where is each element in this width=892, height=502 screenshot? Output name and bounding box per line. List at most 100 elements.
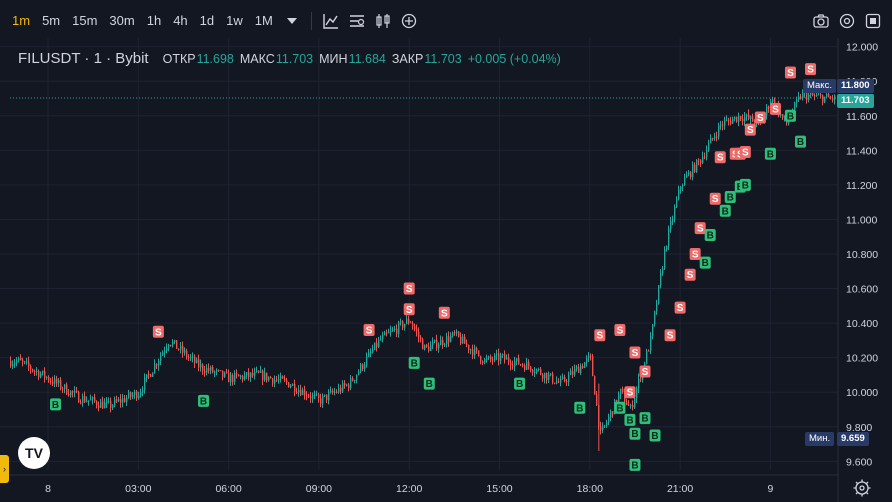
candle-body — [366, 356, 368, 366]
candle-body — [14, 362, 16, 365]
candle-body — [608, 416, 610, 423]
candle-body — [472, 349, 474, 356]
candle-body — [172, 341, 174, 346]
candle-body — [430, 345, 432, 352]
candle-body — [726, 119, 728, 121]
signal-label: B — [767, 149, 774, 160]
time-tick-label: 12:00 — [396, 483, 422, 495]
buy-signal-marker: B — [795, 135, 806, 148]
timeframe-15m[interactable]: 15m — [72, 13, 98, 28]
timeframe-1h[interactable]: 1h — [146, 13, 162, 28]
indicators-icon[interactable] — [318, 7, 344, 35]
signal-label: B — [200, 396, 207, 407]
candle-body — [58, 380, 60, 384]
candle-body — [84, 396, 86, 402]
candle-body — [196, 359, 198, 364]
timeframe-1d[interactable]: 1d — [199, 13, 215, 28]
candle-body — [204, 370, 206, 373]
candle-body — [248, 372, 250, 378]
candle-body — [132, 394, 134, 397]
candle-body — [376, 342, 378, 347]
candle-body — [616, 399, 618, 404]
candle-body — [814, 95, 816, 97]
candle-body — [432, 342, 434, 346]
candle-body — [266, 372, 268, 381]
candle-body — [24, 361, 26, 363]
candle-body — [822, 95, 824, 103]
candle-body — [494, 355, 496, 361]
candle-body — [290, 385, 292, 388]
candles-type-icon[interactable] — [370, 7, 396, 35]
candle-body — [220, 370, 222, 372]
camera-icon[interactable] — [808, 7, 834, 35]
candle-body — [324, 394, 326, 396]
candle-body — [176, 340, 178, 349]
chevron-right-icon[interactable]: › — [0, 455, 9, 483]
candle-body — [200, 364, 202, 368]
candle-body — [568, 374, 570, 382]
candle-body — [318, 394, 320, 399]
candle-body — [688, 172, 690, 176]
timeframe-1m[interactable]: 1m — [12, 13, 31, 28]
candle-body — [332, 390, 334, 393]
candle-body — [784, 117, 786, 119]
candle-body — [174, 340, 176, 342]
candle-body — [652, 324, 654, 337]
candle-body — [650, 336, 652, 351]
candle-body — [72, 390, 74, 393]
candle-body — [302, 389, 304, 396]
candle-body — [422, 339, 424, 350]
sell-signal-marker: S — [739, 146, 751, 159]
candle-body — [766, 106, 768, 116]
candle-body — [218, 370, 220, 372]
signal-label: B — [426, 379, 433, 390]
settings-icon[interactable] — [834, 7, 860, 35]
candle-body — [416, 328, 418, 332]
timeframe-4h[interactable]: 4h — [173, 13, 188, 28]
candle-body — [542, 374, 544, 379]
chevron-down-icon[interactable] — [279, 7, 305, 35]
time-tick-label: 8 — [45, 483, 51, 495]
candle-body — [108, 401, 110, 403]
price-tick-label: 9.800 — [846, 422, 872, 434]
candle-body — [632, 405, 634, 408]
candle-body — [300, 389, 302, 396]
timeframe-1w[interactable]: 1w — [226, 13, 243, 28]
timeframe-30m[interactable]: 30m — [109, 13, 135, 28]
fullscreen-icon[interactable] — [860, 7, 886, 35]
candle-body — [596, 394, 598, 405]
add-icon[interactable] — [396, 7, 422, 35]
candle-body — [694, 164, 696, 172]
chart-settings-icon[interactable] — [344, 7, 370, 35]
candle-body — [552, 373, 554, 383]
timeframe-1M[interactable]: 1M — [254, 13, 273, 28]
candle-body — [250, 372, 252, 378]
candle-body — [540, 369, 542, 375]
candle-body — [368, 352, 370, 357]
price-tick-label: 10.400 — [846, 318, 878, 330]
candle-body — [628, 404, 630, 406]
candle-body — [576, 366, 578, 369]
tradingview-logo[interactable]: TV — [18, 437, 50, 469]
candle-body — [396, 328, 398, 334]
candle-body — [224, 372, 226, 377]
time-tick-label: 09:00 — [306, 483, 332, 495]
time-tick-label: 06:00 — [215, 483, 241, 495]
candle-body — [136, 391, 138, 399]
symbol-title[interactable]: FILUSDT · 1 · Bybit — [18, 50, 149, 67]
candle-body — [474, 348, 476, 356]
toolbar-divider — [310, 12, 312, 30]
sell-signal-marker: S — [594, 329, 606, 342]
candle-body — [44, 370, 46, 378]
candle-body — [698, 159, 700, 161]
buy-signal-marker: B — [408, 356, 420, 369]
gear-icon[interactable] — [853, 479, 871, 497]
candle-body — [100, 401, 102, 408]
candle-body — [730, 120, 732, 124]
timeframe-5m[interactable]: 5m — [42, 13, 61, 28]
candle-body — [696, 159, 698, 172]
candle-body — [440, 339, 442, 346]
candle-body — [646, 350, 648, 364]
candle-body — [684, 177, 686, 186]
